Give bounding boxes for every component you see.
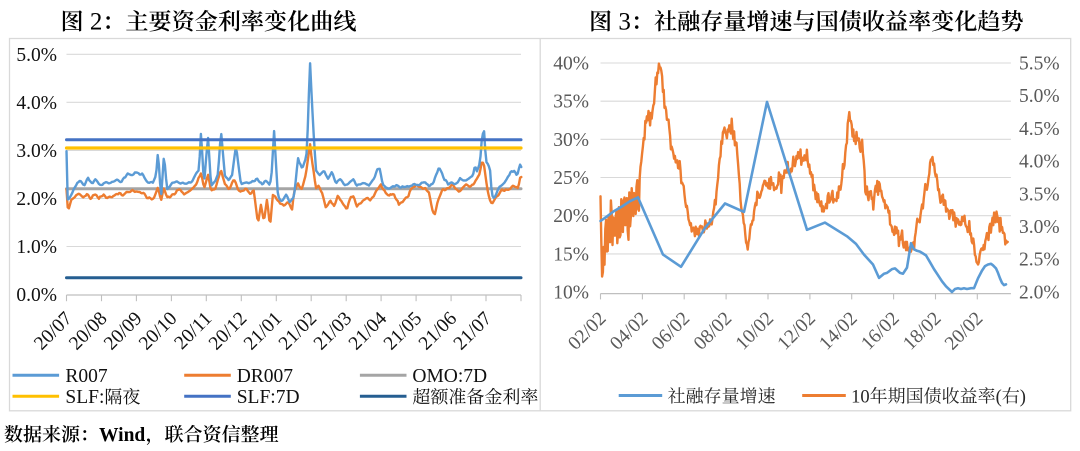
svg-text:30%: 30%	[553, 130, 589, 151]
svg-text:15%: 15%	[553, 244, 589, 265]
svg-text:5.0%: 5.0%	[16, 45, 57, 66]
svg-text:25%: 25%	[553, 168, 589, 189]
svg-text:4.5%: 4.5%	[1019, 119, 1060, 140]
svg-text:(: (	[996, 387, 1002, 407]
svg-text:10%: 10%	[553, 283, 589, 304]
svg-text:2.0%: 2.0%	[1019, 282, 1060, 303]
svg-text:2.0%: 2.0%	[16, 189, 57, 210]
svg-text:1.0%: 1.0%	[16, 237, 57, 258]
svg-text:5.5%: 5.5%	[1019, 54, 1060, 75]
svg-text:20%: 20%	[553, 206, 589, 227]
svg-text:SLF:: SLF:	[65, 387, 104, 408]
svg-text:2: 2	[84, 9, 103, 36]
svg-text:3.0%: 3.0%	[16, 141, 57, 162]
svg-text:2.5%: 2.5%	[1019, 250, 1060, 271]
svg-text:3.0%: 3.0%	[1019, 217, 1060, 238]
svg-text:R007: R007	[65, 366, 108, 387]
svg-text:): )	[1020, 387, 1026, 407]
svg-text:4.0%: 4.0%	[1019, 152, 1060, 173]
svg-text:3.5%: 3.5%	[1019, 184, 1060, 205]
svg-text:10: 10	[851, 387, 870, 407]
svg-text:5.0%: 5.0%	[1019, 86, 1060, 107]
svg-text:SLF:7D: SLF:7D	[237, 387, 300, 408]
svg-text:40%: 40%	[553, 54, 589, 75]
svg-text:0.0%: 0.0%	[16, 285, 57, 306]
svg-text:Wind: Wind	[99, 425, 145, 446]
svg-text:OMO:7D: OMO:7D	[412, 366, 487, 387]
svg-text:35%: 35%	[553, 92, 589, 113]
svg-text:3: 3	[612, 9, 631, 36]
svg-text:DR007: DR007	[237, 366, 294, 387]
svg-text:4.0%: 4.0%	[16, 93, 57, 114]
